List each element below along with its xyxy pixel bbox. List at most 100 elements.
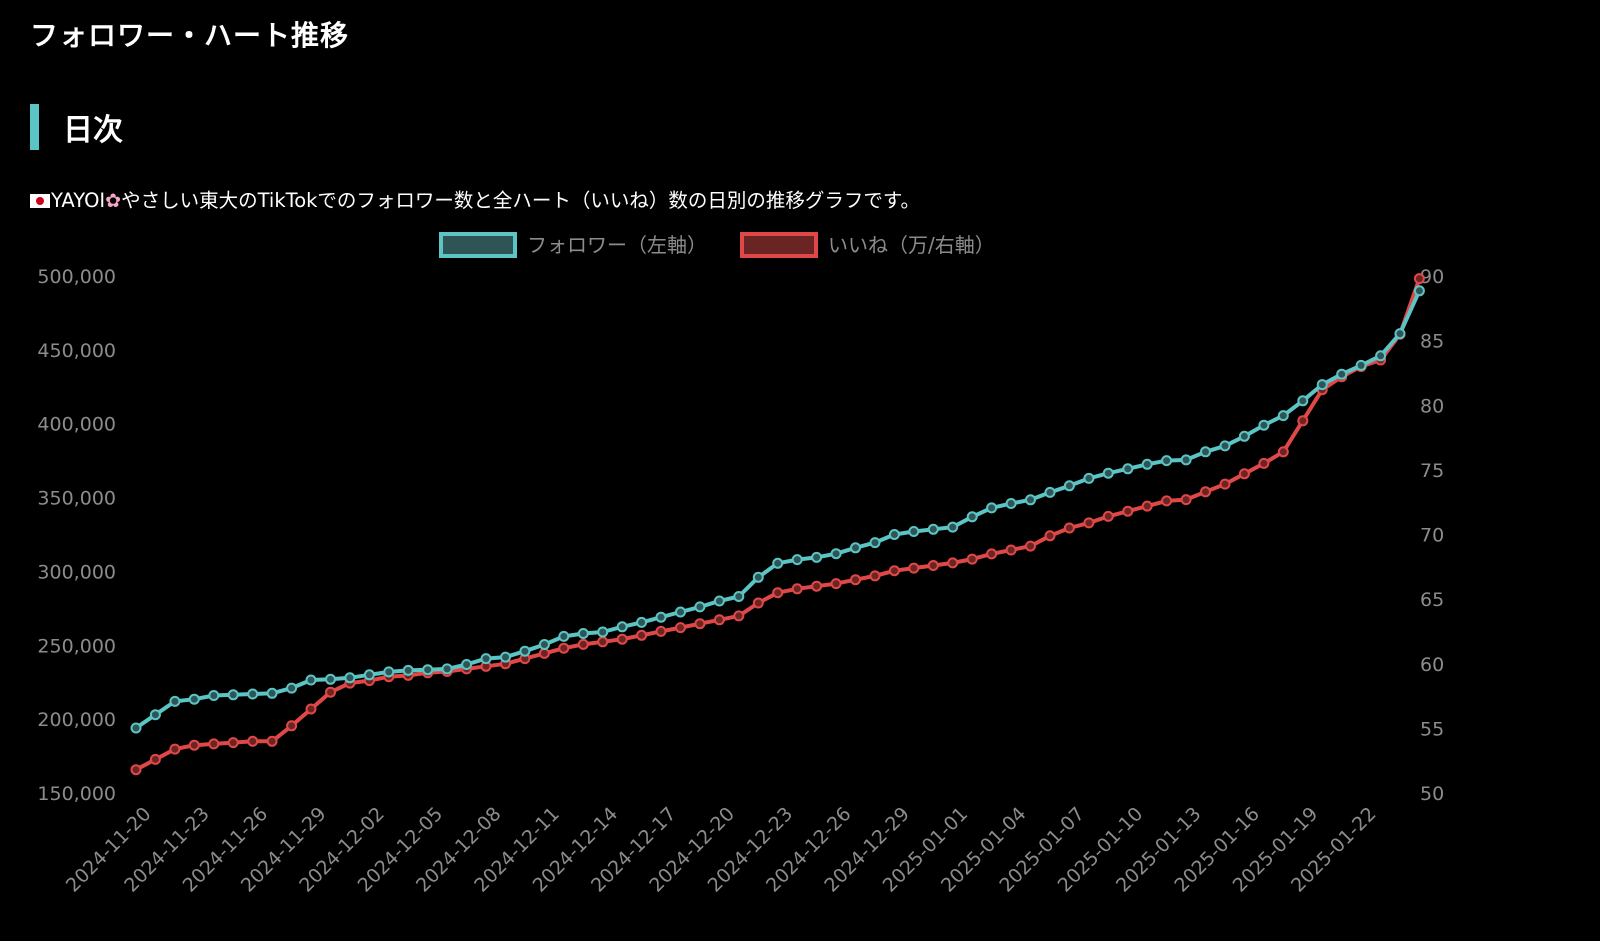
data-point xyxy=(791,554,803,566)
data-point xyxy=(363,669,375,681)
y-right-tick-label: 65 xyxy=(1420,589,1444,611)
data-point xyxy=(811,551,823,563)
data-point xyxy=(130,722,142,734)
data-point xyxy=(1258,457,1270,469)
data-point xyxy=(1238,430,1250,442)
data-point xyxy=(772,557,784,569)
data-point xyxy=(1355,359,1367,371)
y-right-tick-label: 60 xyxy=(1420,654,1444,676)
data-point xyxy=(597,626,609,638)
data-point xyxy=(519,645,531,657)
data-point xyxy=(772,587,784,599)
data-point xyxy=(1219,478,1231,490)
y-left-tick-label: 500,000 xyxy=(37,266,116,288)
data-point xyxy=(733,610,745,622)
y-left-tick-label: 200,000 xyxy=(37,709,116,731)
data-point xyxy=(1297,415,1309,427)
data-point xyxy=(1141,500,1153,512)
data-point xyxy=(694,601,706,613)
data-point xyxy=(713,614,725,626)
data-point xyxy=(577,638,589,650)
data-point xyxy=(1122,463,1134,475)
data-point xyxy=(130,764,142,776)
data-point xyxy=(1375,350,1387,362)
data-point xyxy=(344,672,356,684)
y-left-tick-label: 250,000 xyxy=(37,635,116,657)
y-right-tick-label: 80 xyxy=(1420,395,1444,417)
data-point xyxy=(616,621,628,633)
data-point xyxy=(1025,494,1036,506)
data-point xyxy=(908,562,920,574)
data-point xyxy=(986,548,998,560)
data-point xyxy=(616,633,628,645)
description-account: YAYOI xyxy=(51,189,106,212)
data-point xyxy=(947,557,959,569)
data-point xyxy=(1102,510,1114,522)
data-point xyxy=(869,570,881,582)
section-header: 日次 xyxy=(30,104,123,150)
data-point xyxy=(577,628,589,639)
y-left-tick-label: 400,000 xyxy=(37,414,116,436)
data-point xyxy=(422,664,434,676)
y-left-tick-label: 350,000 xyxy=(37,488,116,510)
data-point xyxy=(266,687,278,699)
data-point xyxy=(227,689,239,701)
data-point xyxy=(188,693,200,705)
data-point xyxy=(830,578,842,590)
data-point xyxy=(1316,379,1328,391)
data-point xyxy=(850,574,861,586)
data-point xyxy=(733,591,745,602)
legend-label: いいね（万/右軸） xyxy=(828,233,995,257)
data-point xyxy=(305,674,317,686)
section-accent-bar xyxy=(30,104,39,150)
data-point xyxy=(908,526,920,537)
data-point xyxy=(169,695,181,707)
page-title: フォロワー・ハート推移 xyxy=(30,19,350,52)
data-point xyxy=(636,616,648,628)
data-point xyxy=(1277,446,1289,458)
data-point xyxy=(247,688,259,700)
data-point xyxy=(1083,472,1095,484)
data-point xyxy=(1200,486,1211,498)
data-point xyxy=(1044,530,1056,542)
y-right-tick-label: 75 xyxy=(1420,460,1444,482)
data-point xyxy=(811,580,823,592)
data-point xyxy=(1122,505,1134,517)
data-point xyxy=(927,560,939,571)
data-point xyxy=(675,606,686,618)
y-right-tick-label: 70 xyxy=(1420,525,1444,547)
data-point xyxy=(208,738,220,750)
data-point xyxy=(1413,285,1425,297)
data-point xyxy=(325,686,336,698)
data-point xyxy=(1025,540,1036,552)
data-point xyxy=(149,753,161,765)
data-point xyxy=(1063,480,1075,492)
data-point xyxy=(480,653,492,665)
data-point xyxy=(597,636,609,648)
data-point xyxy=(888,529,900,540)
y-right-tick-label: 90 xyxy=(1420,266,1444,288)
chart-description: YAYOI✿やさしい東大のTikTokでのフォロワー数と全ハート（いいね）数の日… xyxy=(30,184,920,213)
japan-flag-icon xyxy=(30,194,50,208)
legend-swatch xyxy=(439,232,517,258)
data-point xyxy=(966,553,978,565)
data-point xyxy=(558,642,570,654)
data-point xyxy=(966,511,978,523)
data-point xyxy=(461,659,473,670)
data-point xyxy=(675,622,686,634)
data-point xyxy=(402,664,414,676)
data-point xyxy=(1044,486,1056,498)
y-left-tick-label: 150,000 xyxy=(37,783,116,805)
data-point xyxy=(247,735,259,747)
data-point xyxy=(694,618,706,630)
data-point xyxy=(169,743,181,755)
data-point xyxy=(1063,522,1075,534)
data-point xyxy=(1258,419,1270,431)
data-point xyxy=(927,523,939,535)
data-point xyxy=(1394,328,1406,340)
data-point xyxy=(713,595,725,607)
data-point xyxy=(1005,544,1017,556)
data-point xyxy=(1161,455,1173,467)
